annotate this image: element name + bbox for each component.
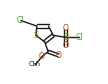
Text: O: O (56, 51, 62, 60)
Text: O: O (63, 24, 69, 34)
Text: Cl: Cl (17, 16, 25, 25)
Text: O: O (39, 52, 45, 61)
Text: Cl: Cl (75, 33, 83, 42)
Text: O: O (63, 41, 69, 50)
Text: CH₃: CH₃ (29, 61, 41, 67)
Text: S: S (33, 31, 39, 40)
Text: S: S (63, 33, 68, 42)
